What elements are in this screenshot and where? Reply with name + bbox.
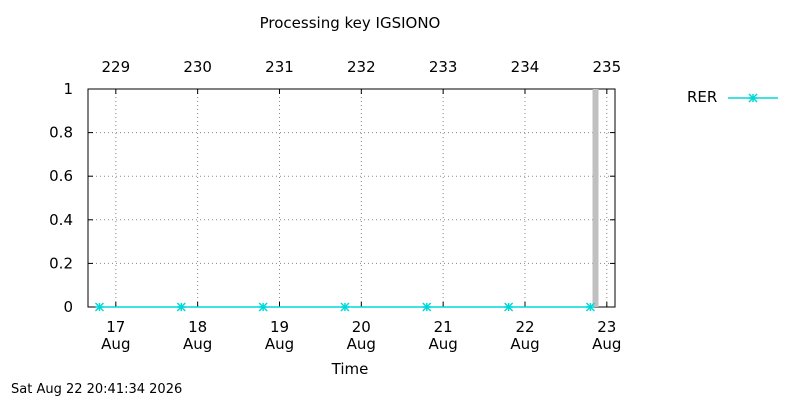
y-tick-labels: 0 0.2 0.4 0.6 0.8 1 <box>49 80 73 316</box>
chart-title: Processing key IGSIONO <box>259 14 441 32</box>
x-tick-label-month: Aug <box>183 335 212 353</box>
series-point <box>422 302 432 312</box>
top-tick-label: 230 <box>183 58 212 76</box>
top-tick-label: 232 <box>347 58 376 76</box>
top-tick-label: 231 <box>265 58 294 76</box>
top-tick-labels: 229 230 231 232 233 234 235 <box>102 58 622 76</box>
series-point <box>258 302 268 312</box>
legend-marker-rer <box>748 93 758 103</box>
current-time-band <box>592 89 599 307</box>
x-tick-label-day: 21 <box>434 318 453 336</box>
series-layer <box>94 302 595 312</box>
y-tick-label: 0.8 <box>49 124 73 142</box>
top-tick-label: 235 <box>592 58 621 76</box>
x-axis-label: Time <box>331 360 369 378</box>
legend <box>728 93 778 103</box>
y-tick-label: 0 <box>63 298 73 316</box>
y-tick-label: 0.2 <box>49 254 73 272</box>
top-tick-label: 234 <box>511 58 540 76</box>
x-tick-label-month: Aug <box>592 335 621 353</box>
series-point <box>94 302 104 312</box>
y-tick-label: 0.6 <box>49 167 73 185</box>
x-tick-label-month: Aug <box>429 335 458 353</box>
y-tick-label: 1 <box>63 80 73 98</box>
legend-label-rer: RER <box>687 88 718 106</box>
series-point <box>585 302 595 312</box>
series-point <box>176 302 186 312</box>
x-tick-label-day: 23 <box>597 318 616 336</box>
x-tick-label-day: 22 <box>515 318 534 336</box>
x-tick-label-day: 20 <box>352 318 371 336</box>
y-tick-label: 0.4 <box>49 211 73 229</box>
series-point <box>340 302 350 312</box>
x-tick-label-day: 19 <box>270 318 289 336</box>
current-time-marker <box>592 89 599 307</box>
plot-frame <box>87 88 616 308</box>
plot-border <box>87 88 616 308</box>
x-tick-label-month: Aug <box>510 335 539 353</box>
series-point <box>504 302 514 312</box>
x-tick-label-day: 18 <box>188 318 207 336</box>
grid-lines <box>88 89 615 307</box>
x-tick-label-month: Aug <box>347 335 376 353</box>
top-tick-label: 233 <box>429 58 458 76</box>
x-tick-label-month: Aug <box>265 335 294 353</box>
x-tick-label-month: Aug <box>101 335 130 353</box>
timestamp: Sat Aug 22 20:41:34 2026 <box>11 382 183 397</box>
top-tick-label: 229 <box>102 58 131 76</box>
x-tick-label-day: 17 <box>106 318 125 336</box>
